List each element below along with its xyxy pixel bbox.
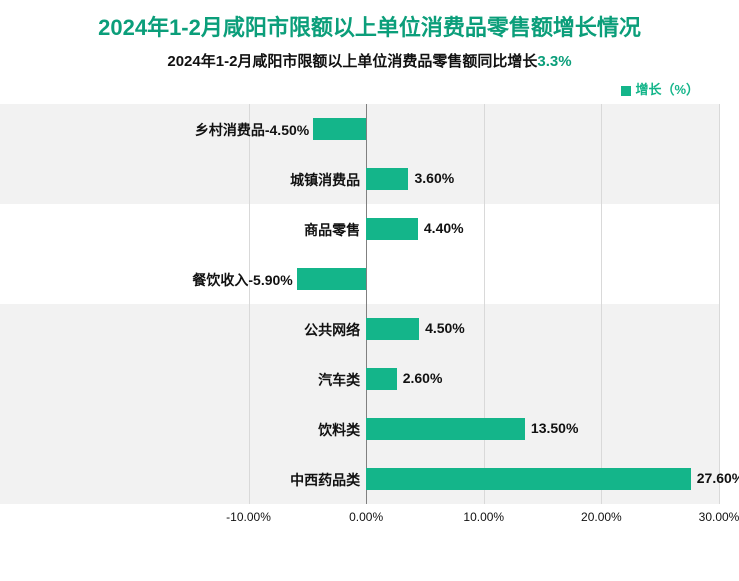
x-tick-label: 30.00%: [699, 510, 739, 524]
category-value-label: 餐饮收入-5.90%: [192, 270, 292, 290]
x-tick-label: 0.00%: [349, 510, 383, 524]
value-label: 3.60%: [414, 170, 454, 186]
x-tick-label: 20.00%: [581, 510, 622, 524]
category-label: 饮料类: [318, 420, 360, 440]
value-label: 2.60%: [403, 370, 443, 386]
bar-row: 乡村消费品-4.50%: [225, 118, 719, 140]
bar-row: 中西药品类27.60%: [225, 468, 719, 490]
legend-label: 增长（%）: [635, 82, 699, 97]
category-label: 商品零售: [304, 220, 360, 240]
value-label: 4.50%: [425, 320, 465, 336]
category-label: 公共网络: [304, 320, 360, 340]
bar: [366, 318, 419, 340]
legend: 增长（%）: [0, 71, 739, 98]
x-tick-label: -10.00%: [226, 510, 271, 524]
chart-area: 乡村消费品-4.50% 城镇消费品 3.60% 商品零售 4.40% 餐饮收入-5.90%…: [130, 104, 719, 544]
bar: [297, 268, 366, 290]
x-tick-label: 10.00%: [463, 510, 504, 524]
subtitle: 2024年1-2月咸阳市限额以上单位消费品零售额同比增长3.3%: [0, 42, 739, 71]
bar-row: 商品零售 4.40%: [225, 218, 719, 240]
bar-row: 公共网络 4.50%: [225, 318, 719, 340]
bar-row: 餐饮收入-5.90%: [225, 268, 719, 290]
main-title: 2024年1-2月咸阳市限额以上单位消费品零售额增长情况: [0, 0, 739, 42]
bar: [366, 368, 397, 390]
subtitle-prefix: 2024年1-2月咸阳市限额以上单位消费品零售额同比增长: [167, 53, 537, 70]
category-label: 城镇消费品: [290, 170, 360, 190]
legend-marker: [621, 86, 631, 96]
bar: [366, 218, 418, 240]
zero-gridline: [366, 104, 367, 504]
bar: [366, 418, 525, 440]
gridline: [719, 104, 720, 504]
bar-row: 城镇消费品 3.60%: [225, 168, 719, 190]
value-label: 13.50%: [531, 420, 578, 436]
bar-row: 汽车类 2.60%: [225, 368, 719, 390]
bar: [313, 118, 366, 140]
category-value-label: 乡村消费品-4.50%: [195, 120, 309, 140]
value-label: 27.60%: [697, 470, 739, 486]
value-label: 4.40%: [424, 220, 464, 236]
category-label: 汽车类: [318, 370, 360, 390]
plot: 乡村消费品-4.50% 城镇消费品 3.60% 商品零售 4.40% 餐饮收入-5.90%…: [225, 104, 719, 504]
gridline: [249, 104, 250, 504]
gridline: [484, 104, 485, 504]
bar: [366, 168, 408, 190]
bar-row: 饮料类 13.50%: [225, 418, 719, 440]
subtitle-accent: 3.3%: [537, 53, 571, 70]
category-label: 中西药品类: [290, 470, 360, 490]
gridline: [601, 104, 602, 504]
x-axis: -10.00%0.00%10.00%20.00%30.00%: [225, 504, 719, 534]
bar: [366, 468, 691, 490]
